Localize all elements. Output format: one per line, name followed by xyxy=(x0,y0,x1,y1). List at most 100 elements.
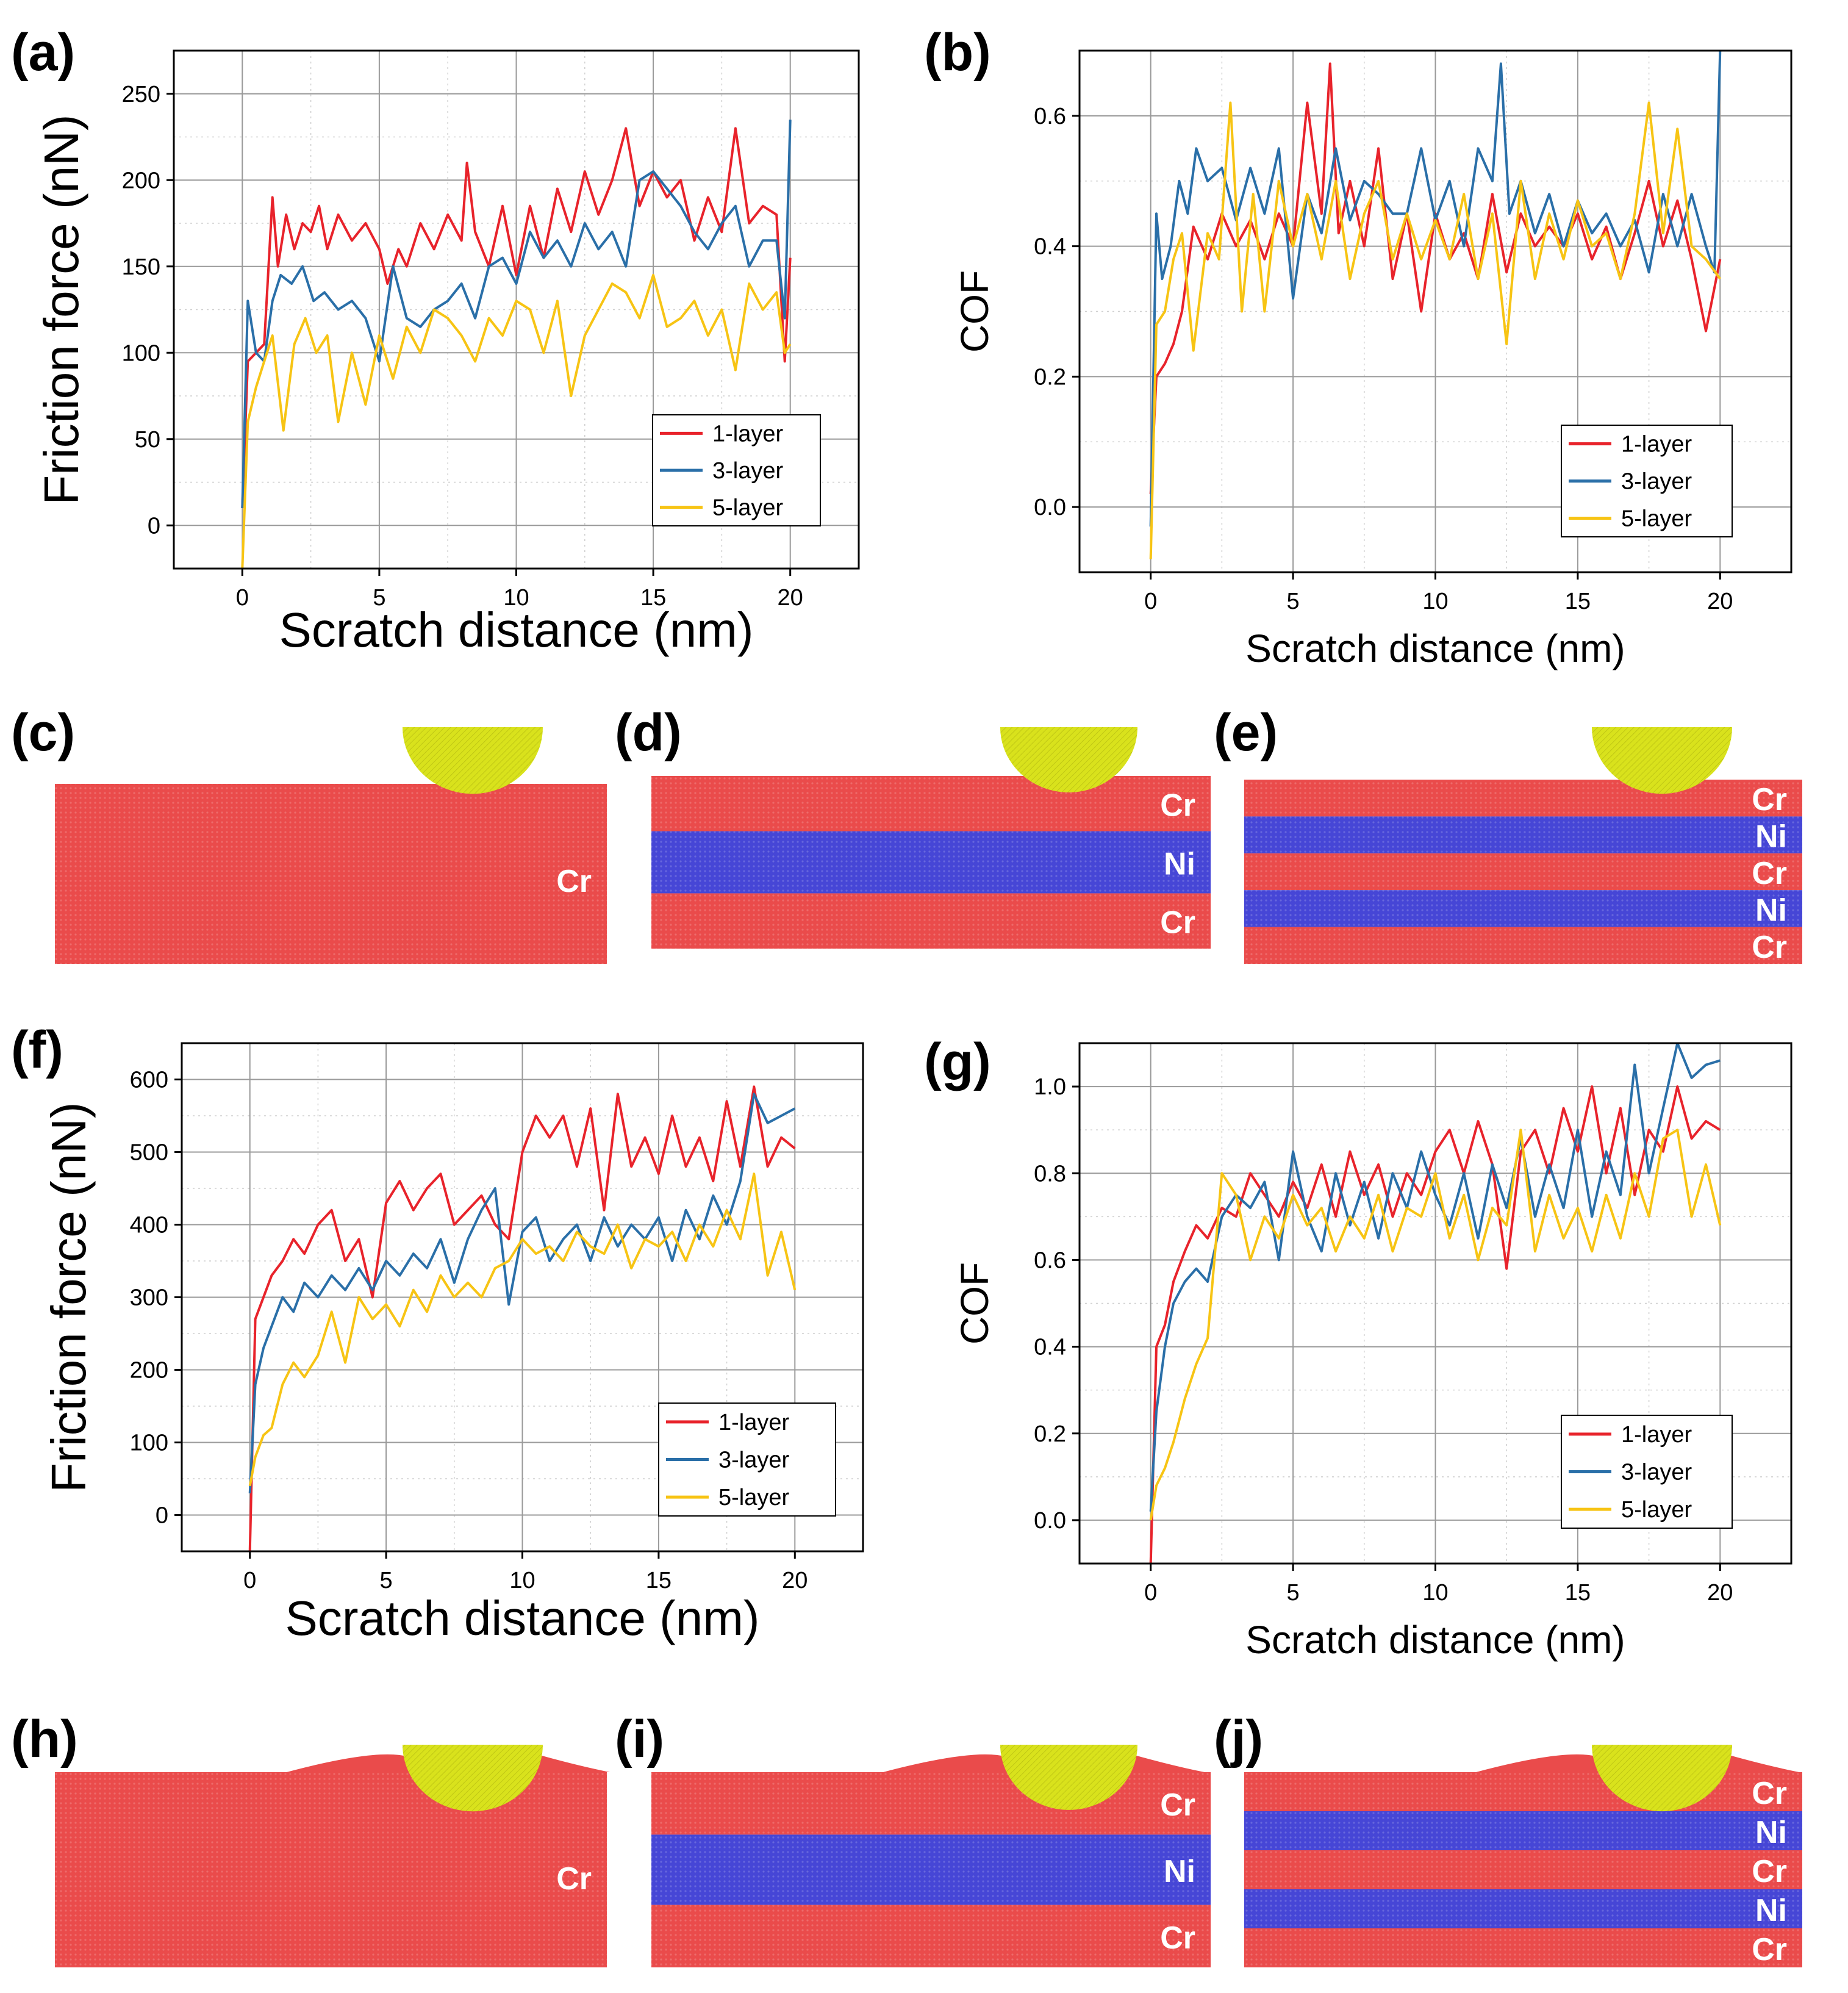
layer-label-ni: Ni xyxy=(1164,847,1195,882)
panel-label-g: (g) xyxy=(924,1033,991,1091)
layer-atom-texture xyxy=(1244,1811,1802,1850)
indenter-texture xyxy=(1000,1745,1137,1810)
x-tick-label: 20 xyxy=(1707,589,1733,614)
y-axis-label: Friction force (nN) xyxy=(34,114,88,505)
layer-label-cr: Cr xyxy=(1752,930,1787,965)
layer-atom-texture xyxy=(651,776,1211,831)
y-tick-label: 250 xyxy=(122,82,160,107)
panel-label-e: (e) xyxy=(1214,703,1278,762)
x-axis-label: Scratch distance (nm) xyxy=(279,603,753,657)
layer-atom-texture xyxy=(1244,780,1802,817)
x-tick-label: 20 xyxy=(1707,1580,1733,1606)
y-tick-label: 0.4 xyxy=(1034,234,1066,260)
layer-label-cr: Cr xyxy=(1160,788,1195,823)
y-tick-label: 0.6 xyxy=(1034,104,1066,129)
x-tick-label: 20 xyxy=(782,1568,808,1593)
y-tick-label: 0 xyxy=(148,513,160,539)
x-tick-label: 5 xyxy=(380,1568,393,1593)
md-snapshot-d: Cr Ni Cr xyxy=(651,727,1211,949)
layer-label-ni: Ni xyxy=(1755,892,1787,928)
legend-label: 5-layer xyxy=(718,1485,789,1510)
y-tick-label: 0.0 xyxy=(1034,495,1066,520)
layer-label-cr: Cr xyxy=(1752,782,1787,817)
layer-label-ni: Ni xyxy=(1755,1893,1787,1928)
layer-label-ni: Ni xyxy=(1755,819,1787,855)
y-tick-label: 100 xyxy=(130,1431,168,1456)
series-line-3-layer xyxy=(1149,51,1722,527)
series-line-5-layer xyxy=(1149,1129,1722,1521)
layer-atom-texture xyxy=(1244,890,1802,927)
y-tick-label: 400 xyxy=(130,1213,168,1238)
y-tick-label: 0.8 xyxy=(1034,1161,1066,1187)
y-axis-label: Friction force (nN) xyxy=(41,1102,96,1492)
x-tick-label: 0 xyxy=(243,1568,256,1593)
layer-label-cr: Cr xyxy=(1160,1920,1195,1956)
panel-label-f: (f) xyxy=(11,1021,63,1079)
y-tick-label: 150 xyxy=(122,254,160,280)
y-tick-label: 600 xyxy=(130,1068,168,1093)
indenter-texture xyxy=(1592,727,1732,794)
x-tick-label: 0 xyxy=(236,585,249,611)
series-line-1-layer xyxy=(241,127,792,509)
layer-atom-texture xyxy=(651,831,1211,894)
y-tick-label: 0.2 xyxy=(1034,1421,1066,1447)
x-tick-label: 5 xyxy=(1287,589,1300,614)
md-snapshot-i: Cr Ni Cr xyxy=(651,1745,1211,1967)
x-axis-label: Scratch distance (nm) xyxy=(285,1591,759,1645)
x-tick-label: 5 xyxy=(1287,1580,1300,1606)
x-tick-label: 15 xyxy=(1565,589,1591,614)
legend-label: 3-layer xyxy=(712,458,783,484)
x-tick-label: 15 xyxy=(646,1568,672,1593)
md-snapshot-h: Cr xyxy=(55,1745,610,1967)
x-tick-label: 0 xyxy=(1144,1580,1157,1606)
x-tick-label: 10 xyxy=(1422,589,1448,614)
y-axis-label: COF xyxy=(953,270,997,353)
y-tick-label: 50 xyxy=(135,427,160,453)
legend-label: 3-layer xyxy=(1621,469,1692,495)
layer-atom-texture xyxy=(55,1772,607,1967)
x-tick-label: 20 xyxy=(778,585,803,611)
md-snapshot-j: Cr Ni Cr Ni Cr xyxy=(1244,1745,1802,1967)
layer-label-cr: Cr xyxy=(1752,1854,1787,1889)
panel-label-j: (j) xyxy=(1214,1710,1263,1769)
layer-atom-texture xyxy=(1244,853,1802,891)
y-tick-label: 0.6 xyxy=(1034,1248,1066,1273)
y-tick-label: 0.0 xyxy=(1034,1508,1066,1534)
series-line-5-layer xyxy=(248,1172,797,1487)
y-tick-label: 200 xyxy=(122,168,160,193)
panel-label-a: (a) xyxy=(11,23,75,82)
panel-label-b: (b) xyxy=(924,23,991,82)
x-axis-label: Scratch distance (nm) xyxy=(1245,1618,1625,1662)
chart-cof-g: 0 5 10 15 20 0.0 0.2 0.4 0.6 0.8 1.0 Scratch distan… xyxy=(953,1042,1792,1662)
layer-label-cr: Cr xyxy=(556,864,592,899)
layer-atom-texture xyxy=(651,1834,1211,1905)
legend-label: 5-layer xyxy=(1621,1497,1692,1523)
layer-label-ni: Ni xyxy=(1164,1854,1195,1889)
layer-atom-texture xyxy=(651,893,1211,949)
layer-label-cr: Cr xyxy=(1160,1787,1195,1823)
series-line-3-layer xyxy=(241,120,792,509)
legend-label: 5-layer xyxy=(1621,506,1692,532)
layer-label-ni: Ni xyxy=(1755,1815,1787,1850)
layer-label-cr: Cr xyxy=(1160,905,1195,941)
layer-label-cr: Cr xyxy=(1752,856,1787,891)
series-line-1-layer xyxy=(1149,1085,1721,1564)
layer-atom-texture xyxy=(1244,1850,1802,1889)
x-tick-label: 5 xyxy=(373,585,385,611)
legend-label: 1-layer xyxy=(712,421,783,447)
layer-atom-texture xyxy=(1244,816,1802,853)
layer-label-cr: Cr xyxy=(556,1861,592,1897)
legend-label: 3-layer xyxy=(1621,1460,1692,1485)
indenter-texture xyxy=(1592,1745,1732,1812)
panel-label-d: (d) xyxy=(615,703,682,762)
layer-label-cr: Cr xyxy=(1752,1932,1787,1967)
indenter-texture xyxy=(403,1745,543,1812)
legend-label: 1-layer xyxy=(1621,1422,1692,1448)
layer-atom-texture xyxy=(55,784,607,964)
chart-cof-b: 0 5 10 15 20 0.0 0.2 0.4 0.6 Scratch distance (nm… xyxy=(953,49,1792,670)
series-line-5-layer xyxy=(1149,101,1721,559)
x-tick-label: 10 xyxy=(503,585,529,611)
series-line-3-layer xyxy=(248,1093,796,1493)
